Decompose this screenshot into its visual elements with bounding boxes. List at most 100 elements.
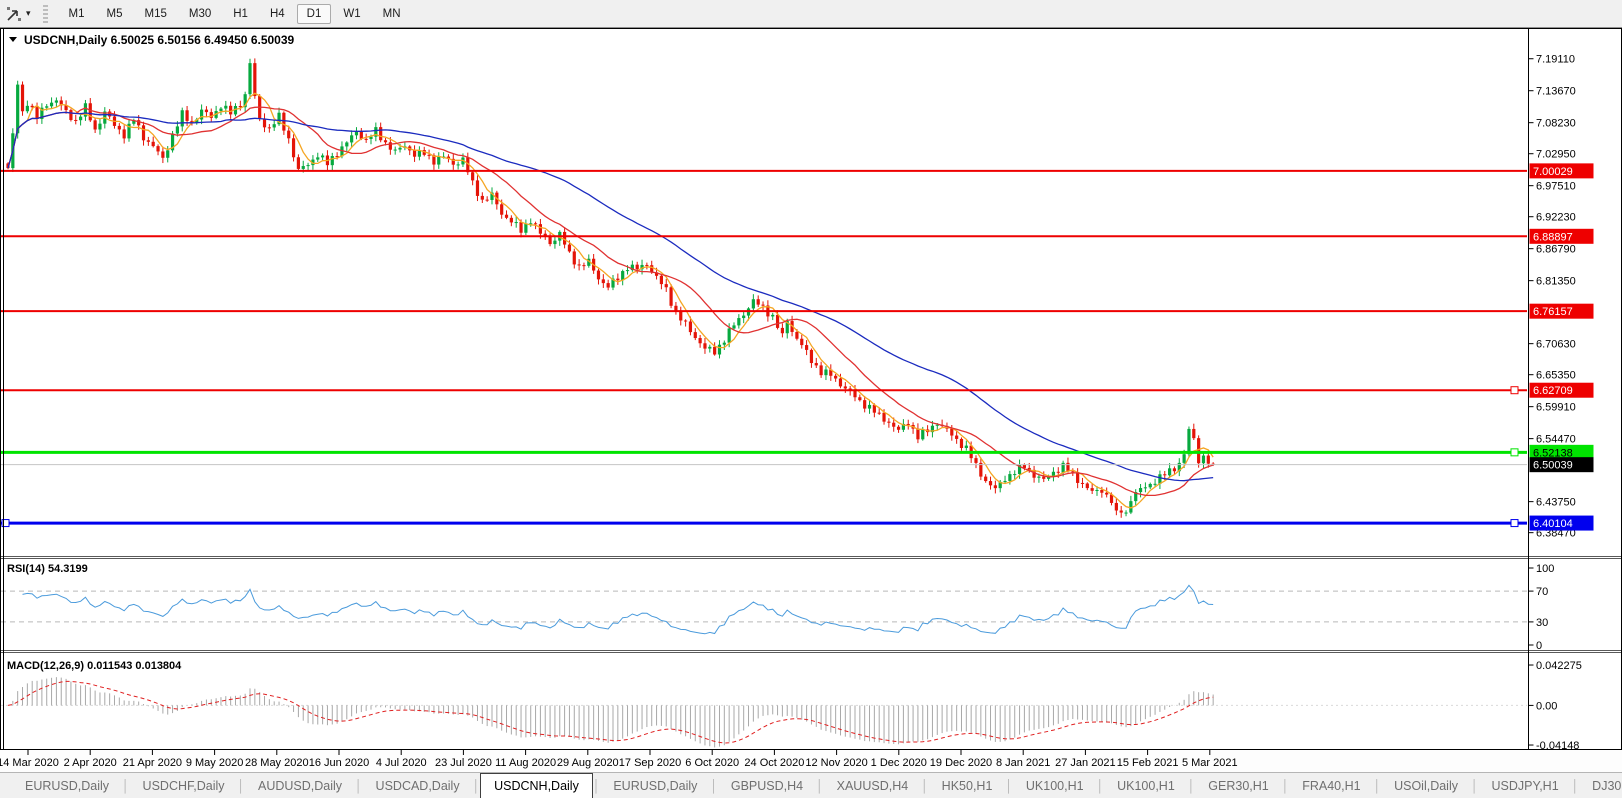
timeframe-button-w1[interactable]: W1 (343, 7, 361, 20)
tab-separator: │ (1571, 778, 1580, 793)
title-dropdown-icon[interactable] (9, 37, 17, 42)
svg-text:6.88897: 6.88897 (1533, 231, 1573, 243)
tab-separator: │ (1096, 778, 1105, 793)
chart-tab-xauusd-h4[interactable]: XAUUSD,H4 (836, 778, 909, 793)
chart-title-text: USDCNH,Daily 6.50025 6.50156 6.49450 6.5… (24, 33, 295, 47)
date-tick-label: 5 Mar 2021 (1182, 757, 1238, 769)
timeframe-button-mn[interactable]: MN (382, 7, 401, 20)
chart-tab-eurusd-daily[interactable]: EURUSD,Daily (25, 778, 110, 793)
level-price-tag (1529, 444, 1594, 460)
timeframe-button-d1[interactable]: D1 (296, 3, 332, 24)
tab-separator: │ (1005, 778, 1013, 793)
chart-tab-hk50-h1[interactable]: HK50,H1 (941, 778, 993, 793)
macd-label: MACD(12,26,9) 0.011543 0.013804 (7, 660, 182, 672)
date-tick-label: 15 Feb 2021 (1117, 757, 1179, 769)
chart-tab-fra40-h1[interactable]: FRA40,H1 (1302, 778, 1361, 793)
level-handle (1510, 386, 1519, 395)
chart-tab-uk100-h1[interactable]: UK100,H1 (1117, 778, 1175, 793)
level-price-tag (1529, 303, 1594, 319)
svg-text:6.52138: 6.52138 (1533, 447, 1573, 459)
chart-tab-uk100-h1[interactable]: UK100,H1 (1025, 778, 1084, 793)
macd-signal-line (7, 680, 1214, 744)
rsi-tick-label: 0 (1536, 640, 1542, 652)
tab-separator: │ (816, 778, 824, 793)
level-price-tag (1529, 515, 1594, 531)
date-tick-label: 12 Nov 2020 (805, 757, 867, 769)
date-tick-label: 16 Jun 2020 (309, 757, 370, 769)
tab-separator: │ (592, 778, 601, 793)
current-price-tag (1529, 457, 1594, 473)
chart-tab-usdcad-daily[interactable]: USDCAD,Daily (375, 778, 460, 793)
tab-separator: │ (1281, 778, 1290, 793)
timeframe-button-h4[interactable]: H4 (269, 7, 285, 20)
tab-separator: │ (472, 778, 481, 793)
timeframe-button-m15[interactable]: M15 (144, 7, 167, 20)
date-tick-label: 21 Apr 2020 (123, 757, 182, 769)
timeframe-button-m30[interactable]: M30 (188, 7, 212, 20)
chart-tab-dj30-daily[interactable]: DJ30,Daily (1592, 778, 1622, 793)
chart-tab-ger30-h1[interactable]: GER30,H1 (1208, 778, 1269, 793)
svg-text:6.62709: 6.62709 (1533, 385, 1573, 397)
macd-tick-label: 0.042275 (1536, 660, 1582, 672)
chart-tab-usdjpy-h1[interactable]: USDJPY,H1 (1491, 778, 1559, 793)
date-axis: 14 Mar 2020 2 Apr 2020 21 Apr 2020 9 May 20… (0, 750, 1238, 769)
tab-separator: │ (710, 778, 718, 793)
crosshair-tool-icon[interactable] (4, 5, 24, 23)
tab-separator: │ (237, 778, 246, 793)
chart-tab-usdchf-daily[interactable]: USDCHF,Daily (142, 778, 225, 793)
price-tick-label: 6.43750 (1536, 497, 1576, 509)
date-tick-label: 24 Oct 2020 (744, 757, 804, 769)
rsi-tick-label: 100 (1536, 563, 1554, 575)
rsi-line (22, 584, 1214, 635)
chart-tab-usoil-daily[interactable]: USOil,Daily (1394, 778, 1458, 793)
chart-tab-audusd-daily[interactable]: AUDUSD,Daily (258, 778, 343, 793)
date-tick-label: 11 Aug 2020 (495, 757, 556, 769)
rsi-panel-layer (1, 584, 1527, 635)
tab-separator: │ (1373, 778, 1382, 793)
chart-background (1, 29, 1621, 749)
svg-text:6.40104: 6.40104 (1533, 518, 1573, 530)
date-tick-label: 8 Jan 2021 (996, 757, 1050, 769)
price-tick-label: 6.65350 (1536, 370, 1576, 382)
tab-separator: │ (1471, 778, 1479, 793)
price-tick-label: 6.70630 (1536, 339, 1576, 351)
date-tick-label: 4 Jul 2020 (376, 757, 427, 769)
macd-panel-layer (1, 677, 1527, 748)
tool-dropdown-caret-icon[interactable]: ▾ (26, 8, 31, 18)
timeframe-button-group: M1 M5 M15 M30 H1 H4 D1 W1 MN (58, 3, 412, 24)
chart-labels: USDCNH,Daily 6.50025 6.50156 6.49450 6.5… (7, 33, 295, 672)
chart-tab-gbpusd-h4[interactable]: GBPUSD,H4 (730, 778, 804, 793)
rsi-label: RSI(14) 54.3199 (7, 563, 88, 575)
price-tick-label: 7.08230 (1536, 118, 1576, 130)
tab-separator: │ (1187, 778, 1196, 793)
date-tick-label: 17 Sep 2020 (619, 757, 681, 769)
chart-tab-usdcnh-daily[interactable]: USDCNH,Daily (480, 773, 593, 798)
price-tick-label: 6.54470 (1536, 434, 1576, 446)
level-price-tag (1529, 228, 1594, 244)
timeframe-button-h1[interactable]: H1 (233, 7, 248, 20)
price-tick-label: 7.19110 (1536, 54, 1575, 66)
ma-line-slow (7, 111, 1214, 482)
price-tick-label: 6.92230 (1536, 212, 1576, 224)
timeframe-button-m5[interactable]: M5 (106, 7, 123, 20)
ma-line-medium (7, 106, 1214, 497)
date-tick-label: 29 Aug 2020 (557, 757, 619, 769)
price-tick-label: 7.13670 (1536, 86, 1576, 98)
date-tick-label: 19 Dec 2020 (930, 757, 992, 769)
price-tick-label: 6.38470 (1536, 528, 1576, 540)
rsi-tick-label: 30 (1536, 617, 1548, 629)
tab-separator: │ (122, 778, 130, 793)
timeframe-button-m1[interactable]: M1 (68, 7, 85, 20)
toolbar-grip (42, 4, 48, 23)
ma-line-fast (7, 92, 1214, 509)
level-handle (1510, 519, 1519, 528)
chart-canvas[interactable]: 7.19110 7.13670 7.08230 7.02950 6.97510 6.922… (0, 28, 1622, 772)
date-axis-strip (0, 750, 1622, 772)
svg-text:7.00029: 7.00029 (1533, 166, 1573, 178)
date-tick-label: 9 May 2020 (186, 757, 243, 769)
chart-tab-eurusd-daily[interactable]: EURUSD,Daily (613, 778, 698, 793)
tab-separator: │ (355, 778, 363, 793)
price-axis: 7.19110 7.13670 7.08230 7.02950 6.97510 6.922… (1528, 54, 1594, 752)
date-tick-label: 27 Jan 2021 (1055, 757, 1116, 769)
